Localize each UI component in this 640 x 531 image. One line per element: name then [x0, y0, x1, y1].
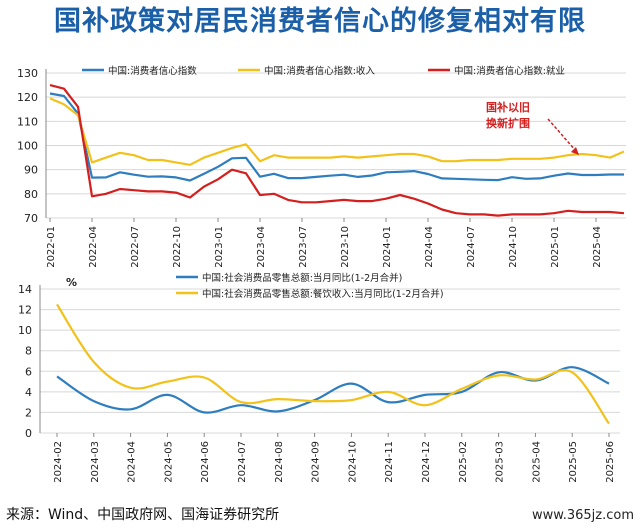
- x-tick-label: 2025-01: [550, 226, 561, 268]
- x-tick-label: 2024-10: [347, 441, 358, 483]
- legend-label: 中国:消费者信心指数:收入: [264, 65, 375, 77]
- x-tick-label: 2025-02: [458, 441, 469, 483]
- retail-sales-chart: 0 2 4 6 8 10 12 14 2024-02 2024-03 2024-04 2024-05…: [18, 272, 620, 483]
- x-tick-label: 2024-08: [274, 441, 285, 483]
- bottom-y-axis: 0 2 4 6 8 10 12 14: [18, 283, 32, 440]
- y-tick-label: 0: [25, 427, 32, 440]
- y-tick-label: 6: [25, 365, 32, 378]
- y-tick-label: 2: [25, 406, 32, 419]
- y-tick-label: 70: [24, 212, 38, 225]
- x-tick-label: 2024-12: [421, 441, 432, 483]
- annotation-arrow-head: [571, 147, 579, 155]
- annotation-line-2: 换新扩围: [486, 116, 530, 130]
- top-legend: 中国:消费者信心指数 中国:消费者信心指数:收入 中国:消费者信心指数:就业: [82, 65, 565, 77]
- policy-annotation: 国补以旧 换新扩围: [486, 100, 579, 155]
- x-tick-label: 2023-07: [298, 226, 309, 268]
- x-tick-label: 2023-04: [256, 226, 267, 268]
- x-tick-label: 2024-07: [466, 226, 477, 268]
- y-tick-label: 4: [25, 386, 32, 399]
- annotation-arrow-line: [547, 118, 577, 152]
- x-tick-label: 2022-10: [172, 226, 183, 268]
- x-tick-label: 2024-10: [508, 226, 519, 268]
- x-tick-label: 2025-05: [568, 441, 579, 483]
- bottom-x-axis: 2024-02 2024-03 2024-04 2024-05 2024-06 2024-…: [53, 433, 616, 483]
- x-tick-label: 2024-07: [237, 441, 248, 483]
- legend-label: 中国:社会消费品零售总额:餐饮收入:当月同比(1-2月合并): [202, 288, 444, 300]
- annotation-line-1: 国补以旧: [486, 100, 530, 114]
- confidence-chart: 70 80 90 100 110 120 130 2022-01 2022-04 2022-07…: [17, 65, 626, 268]
- x-tick-label: 2025-06: [605, 441, 616, 483]
- top-y-axis: 70 80 90 100 110 120 130: [17, 67, 38, 225]
- bottom-legend: 中国:社会消费品零售总额:当月同比(1-2月合并) 中国:社会消费品零售总额:餐饮…: [176, 272, 444, 300]
- y-tick-label: 14: [18, 283, 32, 296]
- x-tick-label: 2022-01: [46, 226, 57, 268]
- series-line-2: [49, 97, 625, 166]
- series-line-1: [49, 92, 624, 182]
- top-grid: [45, 69, 626, 219]
- x-tick-label: 2024-01: [382, 226, 393, 268]
- top-series: [49, 84, 625, 217]
- x-tick-label: 2024-11: [384, 441, 395, 483]
- x-tick-label: 2024-05: [163, 441, 174, 483]
- bottom-grid: [39, 285, 620, 434]
- series-line-2: [56, 303, 610, 425]
- series-line-3: [49, 84, 625, 217]
- y-tick-label: 90: [24, 164, 38, 177]
- y-tick-label: 10: [18, 324, 32, 337]
- y-tick-label: 130: [17, 67, 38, 80]
- legend-label: 中国:社会消费品零售总额:当月同比(1-2月合并): [202, 272, 402, 284]
- x-tick-label: 2025-04: [531, 441, 542, 483]
- page-title: 国补政策对居民消费者信心的修复相对有限: [54, 6, 586, 37]
- top-x-axis: 2022-01 2022-04 2022-07 2022-10 2023-01 2023-…: [46, 218, 603, 268]
- y-tick-label: 100: [17, 140, 38, 153]
- x-tick-label: 2024-06: [200, 441, 211, 483]
- x-tick-label: 2022-07: [130, 226, 141, 268]
- x-tick-label: 2024-04: [424, 226, 435, 268]
- x-tick-label: 2025-03: [495, 441, 506, 483]
- y-tick-label: 12: [18, 304, 32, 317]
- x-tick-label: 2024-04: [127, 441, 138, 483]
- y-tick-label: 80: [24, 188, 38, 201]
- x-tick-label: 2024-02: [53, 441, 64, 483]
- watermark: www.365jz.com: [532, 508, 634, 523]
- y-tick-label: 120: [17, 91, 38, 104]
- legend-label: 中国:消费者信心指数: [108, 65, 197, 77]
- x-tick-label: 2022-04: [88, 226, 99, 268]
- series-line-1: [56, 366, 610, 414]
- legend-label: 中国:消费者信心指数:就业: [454, 65, 565, 77]
- y-tick-label: 110: [17, 115, 38, 128]
- x-tick-label: 2024-09: [311, 441, 322, 483]
- unit-label: %: [66, 276, 77, 289]
- x-tick-label: 2023-01: [214, 226, 225, 268]
- x-tick-label: 2023-10: [340, 226, 351, 268]
- x-tick-label: 2024-03: [90, 441, 101, 483]
- x-tick-label: 2025-04: [592, 226, 603, 268]
- source-note: 来源：Wind、中国政府网、国海证券研究所: [6, 507, 280, 523]
- bottom-series: [56, 303, 610, 425]
- y-tick-label: 8: [25, 345, 32, 358]
